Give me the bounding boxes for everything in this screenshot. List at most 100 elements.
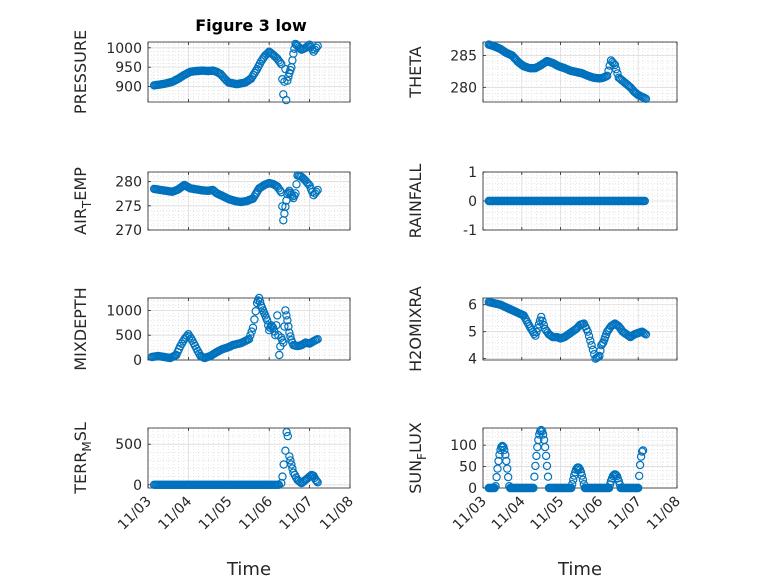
y-tick-label: 270 [115,223,142,239]
data-point [586,336,595,345]
data-point [268,322,277,331]
data-point [543,472,553,481]
data-point [248,323,258,332]
y-tick-label: 100 [450,438,477,454]
figure-title: Figure 3 low [195,16,307,35]
y-tick-label: 50 [459,460,477,476]
axes-box [482,297,678,361]
data-point [537,312,546,322]
data-point [274,480,284,489]
data-point [277,59,286,69]
y-tick-label: 1000 [106,303,142,319]
data-point [534,435,543,445]
data-point [641,330,651,339]
data-point [278,472,287,481]
data-point [283,431,292,441]
y-axis-label: H2OMIXRA [406,286,425,372]
data-point [532,327,541,337]
series-markers [484,40,651,104]
data-point [313,41,322,51]
series-markers [484,297,651,363]
data-point [282,311,291,320]
series-markers [484,196,650,206]
data-point [304,179,313,189]
data-point [538,316,547,326]
data-point [313,335,322,344]
data-point [282,427,291,437]
x-tick-label: 11/06 [566,493,606,533]
data-point [529,483,538,493]
data-point [569,475,578,484]
x-tick-label: 11/05 [528,494,568,534]
data-point [312,43,321,53]
data-point [281,202,290,211]
data-point [287,460,296,469]
data-point [495,450,504,459]
data-point [247,327,256,336]
y-axis-label: MIXDEPTH [71,287,90,370]
series-markers [484,425,648,493]
data-point [275,186,285,195]
y-axis-label: SUNFLUX [406,422,429,494]
axes-box [147,171,351,231]
data-point [178,181,188,191]
y-tick-label: 0 [133,353,142,369]
axes-2: 270 275 280 AIRTEMP [71,167,351,239]
x-axis-label: Time [226,559,271,580]
data-point [292,180,301,189]
data-point [531,331,540,340]
data-point [635,471,644,481]
data-point [244,335,254,344]
data-point [254,293,264,303]
data-point [531,461,540,471]
x-tick-label: 11/04 [489,493,529,533]
y-tick-label: 500 [115,437,142,453]
x-tick-label: 11/07 [277,494,317,534]
data-point [498,441,507,451]
data-point [603,71,612,81]
x-tick-label: 11/03 [450,494,490,534]
data-point [248,194,258,203]
data-point [281,306,290,315]
x-tick-label: 11/08 [644,494,684,534]
y-tick-label: 6 [468,298,477,314]
data-point [289,49,298,58]
data-point [279,338,288,347]
data-point [312,476,321,486]
data-point [635,460,645,470]
data-point [264,321,273,330]
data-point [541,451,551,461]
data-point [609,320,618,329]
y-tick-label: 0 [468,194,477,210]
y-tick-label: 1 [468,165,477,181]
y-tick-label: 900 [115,80,142,96]
y-axis-label: AIRTEMP [71,167,94,235]
data-point [578,475,588,484]
data-point [568,480,577,489]
data-point [278,202,287,211]
series-markers [147,293,322,363]
data-point [313,478,322,487]
data-point [634,483,643,493]
data-point [285,328,294,337]
y-axis-label: RAINFALL [406,164,425,239]
data-point [640,329,649,338]
y-tick-label: 950 [115,60,142,76]
data-point [574,463,584,473]
data-point [598,339,607,348]
y-tick-label: 275 [115,199,142,215]
data-point [282,95,291,105]
data-point [623,331,633,340]
data-point [641,94,651,104]
data-point [503,464,512,473]
x-tick-label: 11/06 [236,493,276,533]
data-point [246,331,255,340]
data-point [273,311,282,320]
x-tick-label: 11/05 [196,494,236,534]
series-markers [149,39,322,105]
data-point [542,461,552,471]
data-point [638,446,648,455]
